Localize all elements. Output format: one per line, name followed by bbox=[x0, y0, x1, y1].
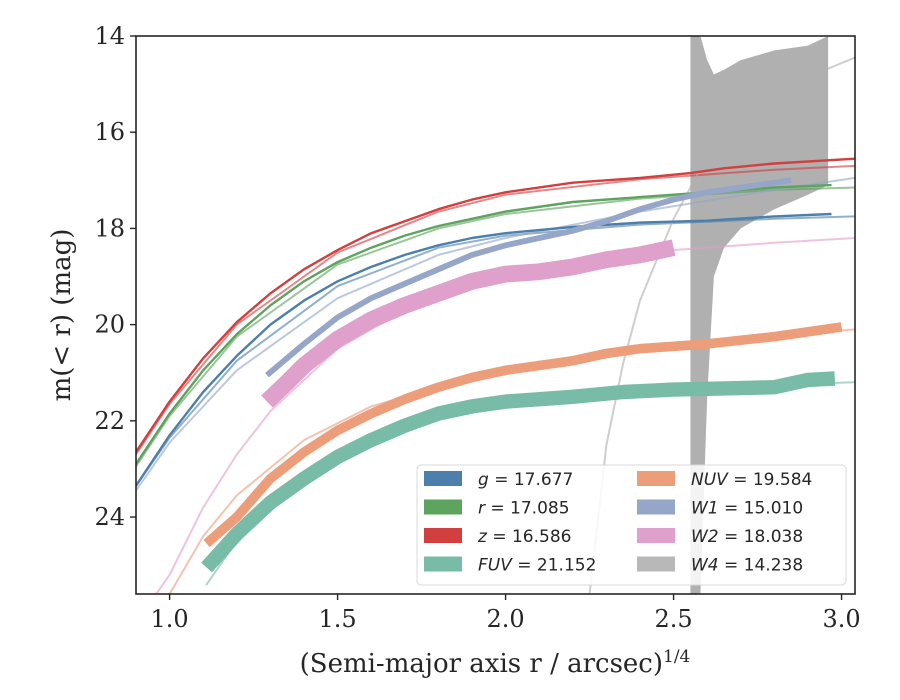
legend-swatch-z bbox=[424, 528, 462, 543]
legend-label-fuv: FUV = 21.152 bbox=[478, 556, 596, 576]
series-w1-line bbox=[265, 177, 792, 378]
x-tick-label: 2.5 bbox=[654, 605, 692, 633]
legend-label-value: = 17.677 bbox=[489, 470, 574, 490]
series-w4-band bbox=[690, 36, 829, 594]
plot-frame bbox=[135, 35, 856, 595]
legend-label-variable: NUV bbox=[691, 470, 729, 490]
x-axis-label: (Semi-major axis r / arcsec)1/4 bbox=[300, 647, 691, 679]
legend-label-r: r = 17.085 bbox=[478, 499, 570, 519]
y-tick-label: 22 bbox=[94, 407, 125, 435]
x-tick-label: 3.0 bbox=[822, 605, 860, 633]
series-z-line bbox=[136, 157, 855, 453]
axes: 1.0 1.5 2.0 2.5 3.0 14 16 18 20 22 24 bbox=[94, 22, 860, 633]
legend-label-variable: z bbox=[477, 527, 488, 547]
legend-swatch-g bbox=[424, 471, 462, 486]
legend-label-value: = 17.085 bbox=[485, 499, 570, 519]
series-fuv-line bbox=[201, 371, 836, 573]
legend-swatch-fuv bbox=[424, 556, 462, 572]
legend-label-value: = 18.038 bbox=[719, 527, 804, 547]
legend-label-w4: W4 = 14.238 bbox=[691, 556, 803, 576]
y-tick-label: 20 bbox=[94, 311, 125, 339]
x-axis-label-superscript: 1/4 bbox=[663, 647, 690, 667]
x-axis-label-main: (Semi-major axis r / arcsec) bbox=[300, 649, 663, 679]
legend-label-variable: W4 bbox=[691, 556, 719, 576]
series-g-line bbox=[136, 212, 832, 487]
legend-swatch-w1 bbox=[637, 499, 675, 515]
legend-label-variable: W1 bbox=[691, 499, 719, 519]
legend-label-w1: W1 = 15.010 bbox=[691, 499, 803, 519]
series-r-model-line bbox=[136, 186, 855, 468]
legend-swatch-nuv bbox=[637, 471, 675, 486]
plot-area bbox=[136, 36, 855, 594]
x-tick-label: 2.0 bbox=[486, 605, 524, 633]
legend-label-value: = 21.152 bbox=[512, 556, 597, 576]
legend-swatch-r bbox=[424, 499, 462, 515]
series-z-model-line bbox=[136, 164, 855, 456]
series-w2-line bbox=[261, 239, 676, 408]
legend-label-variable: g bbox=[478, 470, 489, 490]
legend-label-nuv: NUV = 19.584 bbox=[691, 470, 812, 490]
legend-label-w2: W2 = 18.038 bbox=[691, 527, 803, 547]
series-r-line bbox=[136, 183, 832, 465]
y-tick-label: 16 bbox=[94, 118, 125, 146]
y-tick-label: 24 bbox=[94, 503, 125, 531]
y-tick-label: 18 bbox=[94, 214, 125, 242]
legend-label-value: = 15.010 bbox=[719, 499, 804, 519]
series-w1-model-line bbox=[136, 176, 855, 492]
x-tick-label: 1.5 bbox=[319, 605, 357, 633]
y-axis-label: m(< r) (mag) bbox=[47, 229, 77, 402]
series-g-model-line bbox=[136, 215, 855, 487]
y-tick-label: 14 bbox=[94, 22, 125, 50]
legend-label-variable: W2 bbox=[691, 527, 719, 547]
x-tick-label: 1.0 bbox=[151, 605, 189, 633]
legend-swatch-w4 bbox=[637, 556, 675, 572]
legend-label-value: = 16.586 bbox=[487, 527, 572, 547]
legend-label-variable: FUV bbox=[478, 556, 513, 576]
legend-label-z: z = 16.586 bbox=[477, 527, 571, 547]
series-nuv-line bbox=[203, 322, 843, 548]
legend-swatch-w2 bbox=[637, 528, 675, 543]
legend-label-value: = 19.584 bbox=[728, 470, 813, 490]
legend-label-g: g = 17.677 bbox=[478, 470, 573, 490]
legend-label-variable: r bbox=[478, 499, 486, 519]
legend-label-value: = 14.238 bbox=[719, 556, 804, 576]
series-w4-model-line bbox=[588, 56, 855, 594]
legend-box bbox=[416, 464, 847, 586]
